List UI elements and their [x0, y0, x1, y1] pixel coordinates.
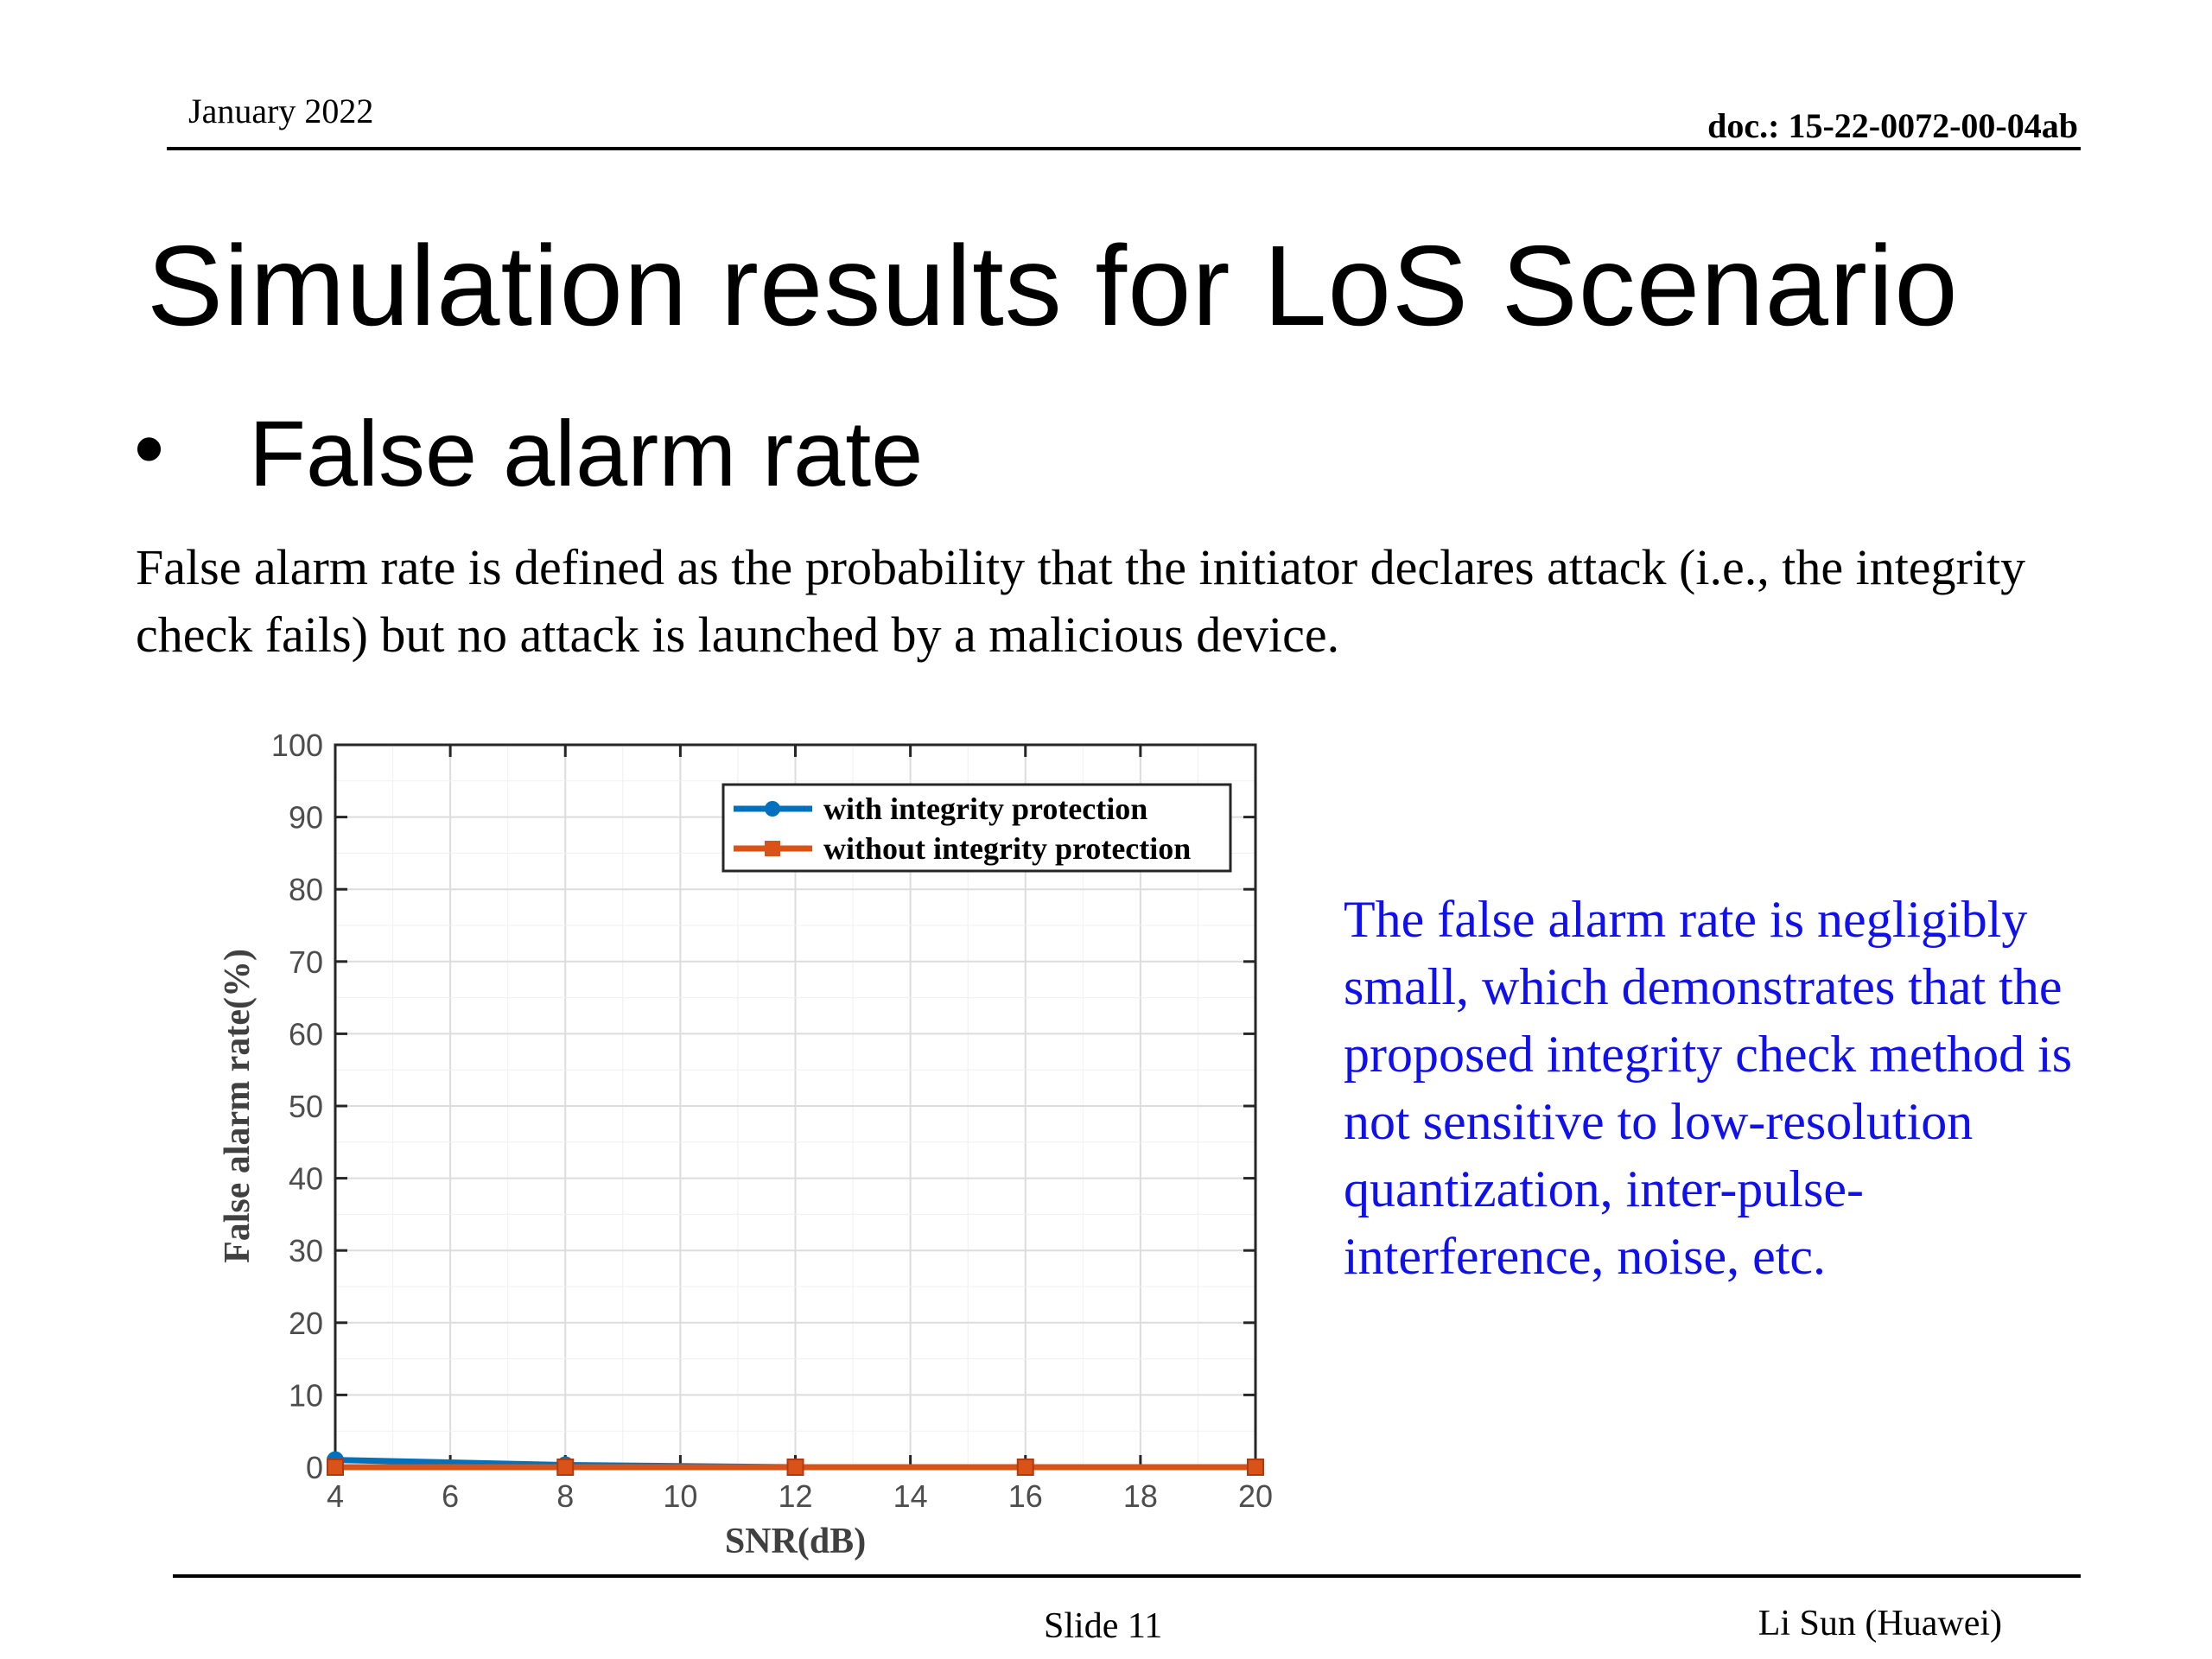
- x-tick-label: 12: [778, 1478, 812, 1514]
- bullet-marker: •: [134, 400, 165, 497]
- y-tick-label: 20: [289, 1306, 323, 1341]
- y-tick-label: 50: [289, 1089, 323, 1124]
- legend-marker-square: [765, 841, 780, 856]
- x-tick-label: 14: [893, 1478, 928, 1514]
- data-point-square: [1016, 1459, 1034, 1476]
- footer-divider: [173, 1574, 2081, 1578]
- x-tick-label: 18: [1123, 1478, 1158, 1514]
- y-tick-label: 100: [271, 728, 323, 763]
- x-tick-label: 16: [1008, 1478, 1043, 1514]
- y-tick-label: 60: [289, 1016, 323, 1052]
- chart-ticks: 4 6 8 10 12 14 16 18 20 0 10 20 30 40 50 60 70 80 90 100: [271, 728, 1273, 1514]
- legend-label: with integrity protection: [823, 791, 1147, 826]
- bullet-heading: False alarm rate: [249, 401, 924, 505]
- x-tick-label: 10: [663, 1478, 697, 1514]
- chart-series: [327, 1451, 1264, 1476]
- y-tick-label: 30: [289, 1233, 323, 1268]
- y-tick-label: 10: [289, 1377, 323, 1413]
- definition-paragraph: False alarm rate is defined as the proba…: [136, 539, 2026, 663]
- legend-marker-circle: [765, 801, 780, 817]
- slide-number: Slide 11: [1044, 1606, 1163, 1646]
- data-point-square: [327, 1459, 344, 1476]
- y-tick-label: 80: [289, 872, 323, 907]
- header-date: January 2022: [188, 92, 374, 130]
- y-tick-label: 90: [289, 800, 323, 836]
- x-tick-label: 20: [1238, 1478, 1273, 1514]
- x-tick-label: 4: [327, 1478, 344, 1514]
- footer-author: Li Sun (Huawei): [1758, 1604, 2002, 1643]
- data-point-square: [1247, 1459, 1264, 1476]
- y-tick-label: 0: [306, 1450, 323, 1485]
- x-tick-label: 8: [556, 1478, 574, 1514]
- slide-title: Simulation results for LoS Scenario: [147, 222, 1959, 349]
- chart-legend: with integrity protection without integri…: [721, 783, 1232, 873]
- y-axis-label: False alarm rate(%): [218, 949, 257, 1263]
- header-doc-id: doc.: 15-22-0072-00-04ab: [1707, 106, 2078, 145]
- data-point-square: [786, 1459, 804, 1476]
- legend-box: [721, 783, 1232, 873]
- conclusion-note: The false alarm rate is negligibly small…: [1344, 891, 2073, 1285]
- y-tick-label: 70: [289, 944, 323, 980]
- x-axis-label: SNR(dB): [725, 1522, 866, 1561]
- header-divider: [167, 147, 2081, 150]
- data-point-square: [556, 1459, 575, 1476]
- y-tick-label: 40: [289, 1161, 323, 1197]
- x-tick-label: 6: [442, 1478, 459, 1514]
- legend-label: without integrity protection: [823, 831, 1191, 866]
